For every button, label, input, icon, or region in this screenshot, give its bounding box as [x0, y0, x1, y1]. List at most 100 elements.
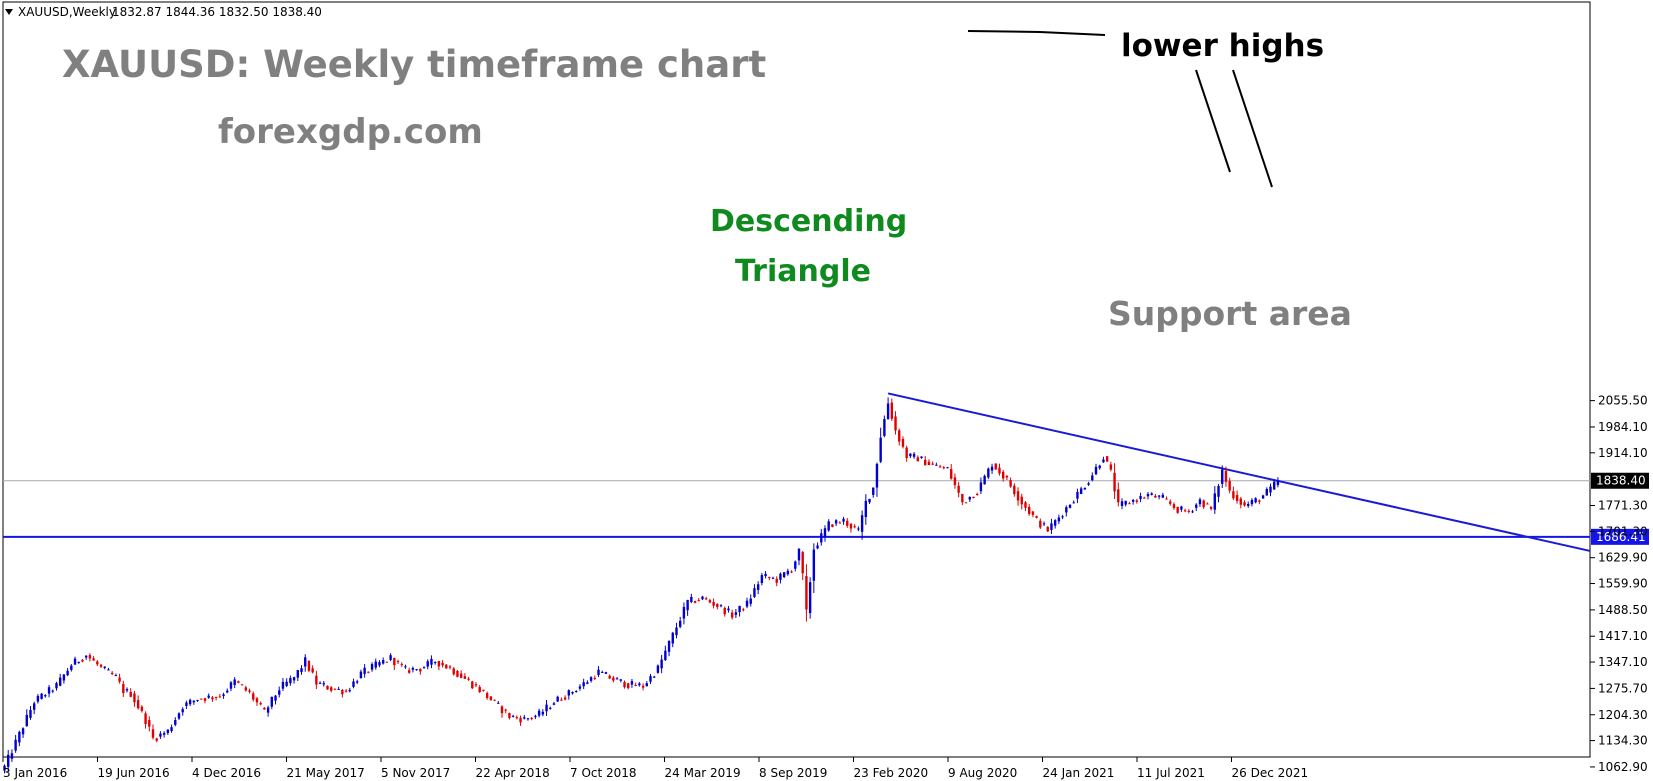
candle-body — [727, 608, 730, 611]
candle-body — [597, 669, 600, 676]
candle-body — [738, 605, 741, 613]
candle-body — [920, 456, 923, 459]
candle-body — [107, 669, 110, 671]
candle-body — [578, 686, 582, 689]
candle-body — [300, 668, 303, 673]
candle-body — [734, 612, 738, 615]
candle-body — [1117, 489, 1120, 503]
candle-body — [500, 706, 504, 714]
candle-body — [1076, 491, 1079, 499]
candle-body — [1057, 517, 1061, 522]
y-tick-label: 1204.30 — [1598, 708, 1648, 722]
chevron-down-icon[interactable] — [5, 9, 13, 15]
candle-body — [1087, 483, 1090, 485]
candle-body — [478, 687, 481, 693]
candle-body — [274, 695, 277, 701]
y-tick-label: 1417.10 — [1598, 629, 1648, 643]
annotation-lower-highs: lower highs — [1121, 28, 1324, 64]
chart-symbol: XAUUSD,Weekly — [18, 5, 116, 19]
y-tick-label: 1701.30 — [1598, 524, 1648, 538]
candle-body — [619, 679, 622, 681]
candle-body — [474, 684, 478, 686]
candle-body — [437, 660, 441, 667]
candle-body — [415, 669, 418, 671]
candle-body — [526, 718, 530, 720]
candle-body — [1098, 465, 1101, 469]
candle-body — [883, 419, 886, 436]
x-tick-label: 19 Jun 2016 — [98, 766, 170, 780]
support-price-tag-box — [1591, 528, 1649, 545]
candle-body — [1024, 502, 1027, 508]
y-tick-label: 1134.30 — [1598, 734, 1648, 748]
x-tick-label: 3 Jan 2016 — [3, 766, 67, 780]
candle-body — [589, 677, 593, 681]
candle-body — [133, 693, 136, 703]
candle-body — [218, 696, 222, 698]
candle-body — [1102, 459, 1105, 463]
candle-body — [667, 640, 671, 652]
candle-body — [571, 692, 574, 694]
candle-body — [192, 700, 196, 703]
y-tick-label: 1771.30 — [1598, 499, 1648, 513]
candle-body — [58, 677, 62, 686]
annotation-top-line — [967, 30, 1106, 36]
candle-body — [1172, 504, 1176, 508]
candle-body — [482, 689, 485, 691]
candle-body — [1001, 471, 1005, 479]
candle-body — [586, 682, 589, 684]
candle-body — [808, 582, 812, 614]
candle-body — [1254, 498, 1257, 503]
annotation-pointer-1 — [1195, 69, 1231, 173]
candle-body — [530, 718, 533, 720]
candle-body — [860, 515, 864, 532]
candle-body — [1128, 503, 1131, 505]
candle-body — [456, 670, 459, 677]
candle-body — [704, 598, 708, 600]
x-tick-label: 9 Aug 2020 — [948, 766, 1017, 780]
candle-body — [946, 467, 949, 469]
candle-body — [162, 733, 166, 735]
candle-body — [66, 670, 69, 676]
candle-body — [708, 600, 712, 603]
candle-body — [653, 676, 656, 678]
candle-body — [953, 477, 957, 486]
candle-body — [84, 655, 88, 658]
candle-body — [846, 520, 849, 526]
candle-body — [252, 693, 255, 700]
candle-body — [292, 677, 296, 681]
candle-body — [1139, 495, 1142, 500]
candle-body — [797, 548, 801, 561]
candle-body — [44, 695, 47, 697]
candle-body — [682, 606, 686, 619]
candle-body — [849, 523, 853, 529]
candle-body — [374, 661, 377, 668]
candle-body — [311, 668, 314, 673]
candle-body — [136, 700, 140, 709]
candle-body — [957, 485, 960, 493]
candle-body — [155, 738, 158, 741]
y-tick-label: 1559.90 — [1598, 577, 1648, 591]
candle-body — [214, 696, 218, 698]
candle-body — [207, 695, 210, 698]
candle-body — [459, 673, 463, 678]
candle-body — [1261, 495, 1265, 499]
candle-body — [931, 463, 934, 465]
x-tick-label: 7 Oct 2018 — [570, 766, 637, 780]
candle-body — [976, 493, 979, 495]
candle-body — [1050, 523, 1053, 530]
candle-body — [1180, 506, 1183, 510]
candle-body — [593, 677, 597, 679]
candle-body — [304, 657, 307, 667]
candle-body — [430, 658, 433, 665]
candle-body — [471, 681, 474, 689]
plot-frame — [2, 1, 1591, 758]
candle-body — [367, 671, 370, 673]
candle-body — [370, 664, 374, 670]
candle-body — [222, 694, 225, 697]
candle-body — [534, 715, 537, 717]
candle-body — [894, 416, 897, 431]
candle-body — [21, 728, 25, 735]
candle-body — [467, 678, 470, 680]
candle-body — [523, 717, 526, 719]
candle-body — [1187, 510, 1191, 512]
